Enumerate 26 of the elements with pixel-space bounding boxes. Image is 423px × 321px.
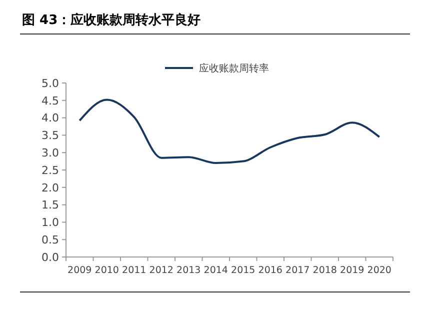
y-tick-label: 1.5 — [42, 198, 59, 212]
y-tick-label: 2.0 — [42, 181, 59, 194]
x-tick-label: 2013 — [176, 265, 201, 276]
x-tick-label: 2010 — [94, 265, 119, 276]
x-tick-label: 2011 — [122, 265, 146, 276]
x-tick-label: 2012 — [149, 265, 174, 276]
chart-title: 图 43：应收账款周转水平良好 — [22, 12, 201, 28]
x-tick-label: 2017 — [286, 265, 310, 276]
legend-label: 应收账款周转率 — [199, 62, 269, 74]
y-tick-label: 0.0 — [42, 250, 59, 264]
y-tick-label: 0.5 — [42, 233, 59, 246]
y-tick-label: 1.0 — [42, 216, 59, 230]
y-tick-label: 2.5 — [42, 164, 59, 177]
x-tick-label: 2019 — [340, 265, 364, 276]
y-tick-label: 4.0 — [42, 112, 59, 125]
x-tick-label: 2018 — [312, 265, 337, 276]
x-tick-label: 2009 — [68, 265, 92, 276]
y-tick-label: 3.5 — [42, 129, 59, 142]
y-tick-label: 3.0 — [42, 146, 59, 160]
x-tick-label: 2014 — [204, 265, 228, 276]
y-tick-label: 5.0 — [42, 76, 59, 90]
x-tick-label: 2015 — [231, 265, 256, 276]
x-tick-label: 2016 — [258, 265, 282, 276]
y-tick-label: 4.5 — [42, 94, 59, 108]
line-series — [78, 98, 380, 164]
x-tick-label: 2020 — [367, 265, 392, 276]
